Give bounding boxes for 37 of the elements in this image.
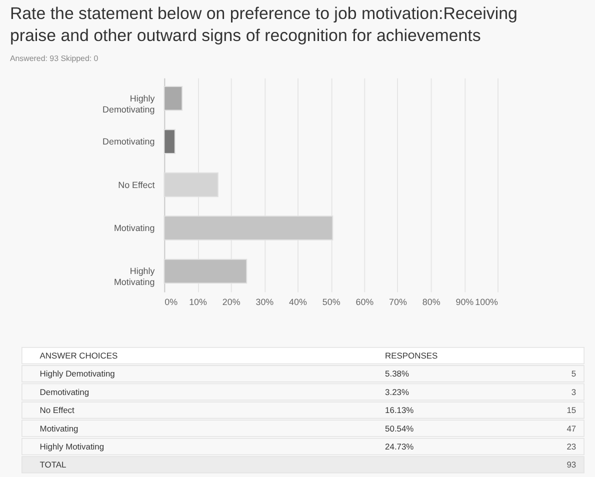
text: 47 bbox=[566, 423, 576, 434]
y-tick-label: Highly Demotivating bbox=[102, 93, 156, 114]
x-tick-label: 70% bbox=[389, 297, 407, 308]
x-tick-label: 90% bbox=[456, 297, 474, 308]
x-tick-label: 60% bbox=[356, 297, 374, 308]
text: 3 bbox=[571, 386, 576, 397]
x-tick-label: 30% bbox=[256, 297, 274, 308]
category-label: No Effect bbox=[40, 405, 74, 416]
text: 23 bbox=[566, 442, 576, 452]
category-label: Highly Motivating bbox=[40, 442, 104, 452]
text: 16.13% bbox=[385, 405, 414, 416]
y-tick-label: Demotivating bbox=[102, 136, 155, 147]
text: 50.54% bbox=[385, 423, 414, 434]
x-tick-label: 10% bbox=[189, 297, 207, 308]
y-tick-label: Highly Motivating bbox=[114, 266, 156, 288]
text: 24.73% bbox=[385, 442, 414, 452]
text: 5 bbox=[571, 368, 576, 379]
text: 93 bbox=[566, 460, 576, 470]
text: 3.23% bbox=[385, 386, 410, 397]
x-tick-label: 80% bbox=[422, 297, 440, 308]
text: 5.38% bbox=[385, 368, 410, 379]
text: ANSWER CHOICES bbox=[40, 350, 118, 361]
x-tick-label: 20% bbox=[222, 297, 240, 308]
y-tick-label: No Effect bbox=[118, 180, 156, 190]
x-tick-label: 40% bbox=[289, 297, 307, 308]
x-tick-label: 100% bbox=[475, 297, 498, 308]
x-tick-label: 50% bbox=[322, 297, 340, 308]
text: RESPONSES bbox=[385, 350, 438, 361]
category-label: Demotivating bbox=[40, 386, 90, 397]
y-tick-label: Motivating bbox=[114, 222, 155, 233]
text: TOTAL bbox=[40, 460, 67, 470]
text: Answered: 93 Skipped: 0 bbox=[10, 54, 99, 63]
category-label: Highly Demotivating bbox=[40, 368, 115, 379]
x-tick-label: 0% bbox=[164, 297, 178, 308]
chart-title: Rate the statement below on preference to job motivation:Receiving praise and other outward signs of recognition for achievements bbox=[10, 4, 518, 45]
category-label: Motivating bbox=[40, 423, 78, 434]
text: 15 bbox=[566, 405, 576, 416]
